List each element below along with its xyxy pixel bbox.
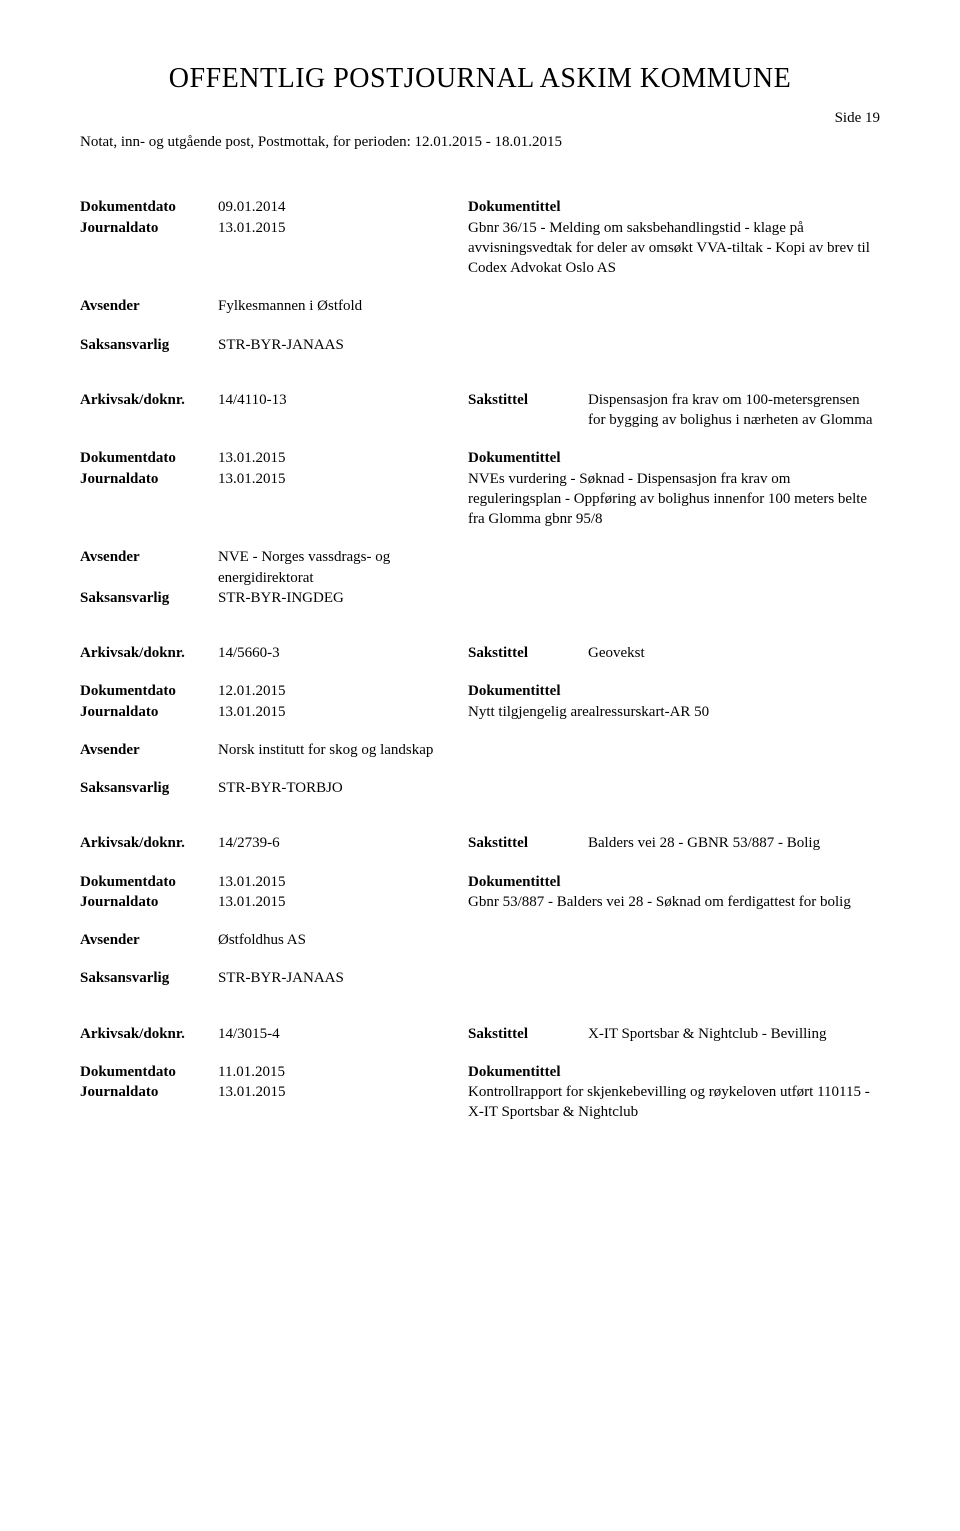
label-arkivsak: Arkivsak/doknr. [80,833,218,853]
page-side-number: Side 19 [80,108,880,128]
label-sakstittel: Sakstittel [468,643,588,663]
value-sakstittel: Balders vei 28 - GBNR 53/887 - Bolig [588,833,880,853]
label-arkivsak: Arkivsak/doknr. [80,390,218,410]
value-journaldato: 13.01.2015 [218,702,468,722]
value-dokumentittel: Gbnr 53/887 - Balders vei 28 - Søknad om… [468,892,880,912]
label-sakstittel: Sakstittel [468,390,588,431]
value-saksansvarlig: STR-BYR-INGDEG [218,588,468,608]
label-dokumentittel: Dokumentittel [468,872,588,892]
value-dokumentdato: 09.01.2014 [218,197,468,217]
value-saksansvarlig: STR-BYR-TORBJO [218,778,468,798]
label-avsender: Avsender [80,930,218,950]
value-arkivsak: 14/4110-13 [218,390,468,410]
value-dokumentdato: 13.01.2015 [218,448,468,468]
value-avsender: Østfoldhus AS [218,930,468,950]
value-dokumentittel: Nytt tilgjengelig arealressurskart-AR 50 [468,702,880,722]
value-journaldato: 13.01.2015 [218,892,468,912]
value-dokumentdato: 13.01.2015 [218,872,468,892]
label-avsender: Avsender [80,740,218,760]
journal-entry: Arkivsak/doknr. 14/5660-3 Sakstittel Geo… [80,643,880,798]
label-journaldato: Journaldato [80,1082,218,1102]
label-dokumentdato: Dokumentdato [80,681,218,701]
value-saksansvarlig: STR-BYR-JANAAS [218,968,468,988]
value-sakstittel: X-IT Sportsbar & Nightclub - Bevilling [588,1024,880,1044]
journal-entry: Dokumentdato 09.01.2014 Dokumentittel Jo… [80,197,880,355]
label-avsender: Avsender [80,547,218,567]
label-sakstittel: Sakstittel [468,833,588,853]
journal-entry: Arkivsak/doknr. 14/4110-13 Sakstittel Di… [80,390,880,608]
value-sakstittel: Dispensasjon fra krav om 100-metersgrens… [588,390,880,431]
label-dokumentdato: Dokumentdato [80,1062,218,1082]
label-arkivsak: Arkivsak/doknr. [80,643,218,663]
label-sakstittel: Sakstittel [468,1024,588,1044]
journal-entry: Arkivsak/doknr. 14/3015-4 Sakstittel X-I… [80,1024,880,1123]
value-journaldato: 13.01.2015 [218,469,468,489]
label-dokumentdato: Dokumentdato [80,448,218,468]
label-saksansvarlig: Saksansvarlig [80,588,218,608]
label-journaldato: Journaldato [80,218,218,238]
value-sakstittel: Geovekst [588,643,880,663]
value-dokumentittel: Gbnr 36/15 - Melding om saksbehandlingst… [468,218,880,279]
value-journaldato: 13.01.2015 [218,218,468,238]
label-journaldato: Journaldato [80,469,218,489]
value-dokumentdato: 11.01.2015 [218,1062,468,1082]
label-saksansvarlig: Saksansvarlig [80,335,218,355]
value-avsender: NVE - Norges vassdrags- og energidirekto… [218,547,468,588]
value-dokumentittel: Kontrollrapport for skjenkebevilling og … [468,1082,880,1123]
value-journaldato: 13.01.2015 [218,1082,468,1102]
label-dokumentdato: Dokumentdato [80,872,218,892]
journal-entry: Arkivsak/doknr. 14/2739-6 Sakstittel Bal… [80,833,880,988]
label-saksansvarlig: Saksansvarlig [80,968,218,988]
page-main-title: OFFENTLIG POSTJOURNAL ASKIM KOMMUNE [80,60,880,98]
value-dokumentittel: NVEs vurdering - Søknad - Dispensasjon f… [468,469,880,530]
label-dokumentittel: Dokumentittel [468,197,588,217]
value-avsender: Fylkesmannen i Østfold [218,296,468,316]
label-arkivsak: Arkivsak/doknr. [80,1024,218,1044]
label-avsender: Avsender [80,296,218,316]
page-subtitle: Notat, inn- og utgående post, Postmottak… [80,132,880,152]
label-dokumentittel: Dokumentittel [468,681,588,701]
value-arkivsak: 14/5660-3 [218,643,468,663]
label-dokumentittel: Dokumentittel [468,448,588,468]
value-arkivsak: 14/2739-6 [218,833,468,853]
label-dokumentittel: Dokumentittel [468,1062,588,1082]
value-dokumentdato: 12.01.2015 [218,681,468,701]
value-saksansvarlig: STR-BYR-JANAAS [218,335,468,355]
value-avsender: Norsk institutt for skog og landskap [218,740,468,760]
label-saksansvarlig: Saksansvarlig [80,778,218,798]
label-dokumentdato: Dokumentdato [80,197,218,217]
label-journaldato: Journaldato [80,892,218,912]
value-arkivsak: 14/3015-4 [218,1024,468,1044]
label-journaldato: Journaldato [80,702,218,722]
